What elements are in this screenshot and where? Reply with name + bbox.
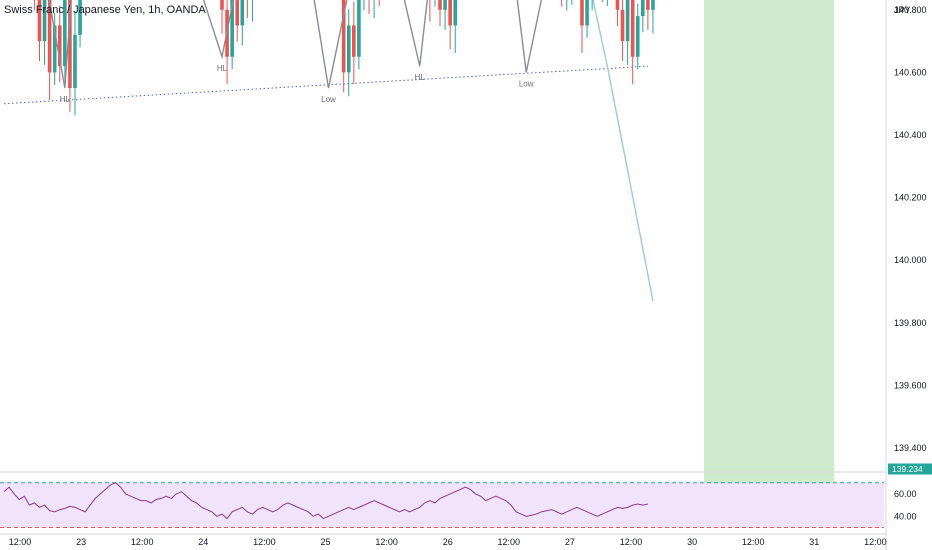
price-tag [888,463,932,475]
price-tick-label: 140.200 [894,193,927,203]
price-axis-bg [886,0,932,550]
price-tick-label: 139.800 [894,318,927,328]
candle-body [52,25,57,73]
time-tick-label: 12:00 [9,537,32,547]
pattern-path [48,0,543,89]
rsi-tick-label: 40.00 [894,511,917,521]
time-tick-label: 26 [443,537,453,547]
time-tick-label: 24 [198,537,208,547]
time-tick-label: 27 [565,537,575,547]
swing-label: HL [60,95,71,104]
time-tick-label: 12:00 [498,537,521,547]
time-tick-label: 25 [320,537,330,547]
price-tick-label: 140.400 [894,130,927,140]
price-tick-label: 140.000 [894,255,927,265]
candle-body [357,0,361,57]
price-tick-label: 139.400 [894,443,927,453]
time-tick-label: 30 [687,537,697,547]
candle-body [635,16,640,57]
price-tick-label: 139.600 [894,380,927,390]
candle-body [615,0,620,10]
time-tick-label: 12:00 [742,537,765,547]
candle-body [346,25,351,73]
candle-body [57,25,62,67]
swing-label: Low [321,95,336,104]
candle-body [42,0,47,42]
candle-body [352,25,356,57]
candle-body [580,0,584,26]
candle-body [240,0,245,26]
rsi-line [3,482,648,520]
rsi-tick-label: 60.00 [894,489,917,499]
candle-body [73,34,77,89]
candle-body [585,0,589,26]
candle-body [341,0,346,73]
candle-body [443,0,447,10]
candle-body [235,0,240,26]
chart-title: Swiss Franc / Japanese Yen, 1h, OANDA [4,4,206,16]
candle-body [230,0,234,57]
candle-body [620,9,625,42]
price-tag-label: 139.234 [892,464,923,474]
candle-body [47,0,52,73]
neckline [3,65,648,105]
take-profit-zone [704,0,834,500]
price-axis-unit: JPY [894,5,911,15]
candle-body [646,0,650,10]
time-tick-label: 31 [809,537,819,547]
projection-path [592,0,654,302]
swing-label: HL [217,64,228,73]
time-tick-label: 12:00 [864,537,887,547]
time-tick-label: 12:00 [131,537,154,547]
candle-body [641,0,645,17]
candle-body [78,0,82,35]
swing-label: Low [519,79,534,88]
price-tick-label: 140.600 [894,67,927,77]
candle-body [651,0,655,10]
time-tick-label: 12:00 [253,537,276,547]
candle-body [63,0,67,67]
time-tick-label: 12:00 [375,537,398,547]
price-tick-label: 140.800 [894,5,927,15]
candle-body [220,0,224,10]
candle-body [453,0,458,26]
time-tick-label: 12:00 [620,537,643,547]
candle-body [625,0,630,42]
candle-body [630,0,635,57]
rsi-band [0,482,884,528]
candle-body [68,0,72,89]
candle-body [448,0,452,26]
time-tick-label: 23 [76,537,86,547]
candle-body [37,0,42,42]
candle-body [438,0,442,10]
swing-label: HL [415,73,426,82]
